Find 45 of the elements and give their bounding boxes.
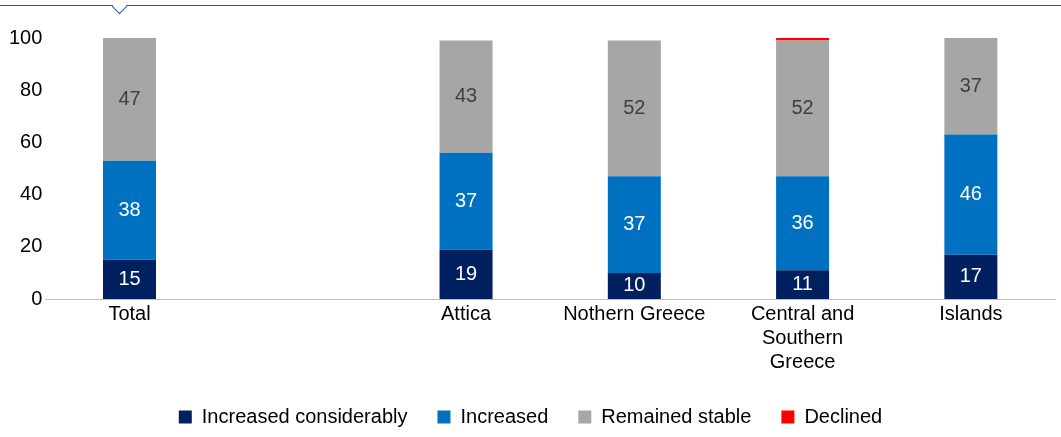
x-tick-label: Islands <box>939 301 1003 324</box>
y-tick-label: 100 <box>8 25 43 48</box>
data-label: 38 <box>118 197 141 220</box>
data-label: 10 <box>623 273 646 296</box>
legend-label: Increased considerably <box>201 404 408 427</box>
data-label: 36 <box>791 210 814 233</box>
bar <box>776 40 830 177</box>
x-tick-label: Total <box>108 301 151 324</box>
y-tick-label: 60 <box>20 129 43 152</box>
data-label: 46 <box>959 182 982 205</box>
data-label: 43 <box>454 84 478 107</box>
y-tick-label: 80 <box>20 77 43 100</box>
data-label: 52 <box>791 95 814 118</box>
legend-label: Increased <box>460 404 549 427</box>
data-label: 19 <box>454 261 478 284</box>
data-label: 37 <box>454 188 478 211</box>
bar <box>944 254 998 299</box>
data-label: 37 <box>959 73 982 96</box>
bar <box>776 270 830 299</box>
bar <box>944 38 998 135</box>
y-tick-label: 40 <box>20 182 43 205</box>
bar <box>103 160 157 260</box>
bar <box>103 38 157 161</box>
y-tick-label: 20 <box>20 234 43 257</box>
legend-label: Declined <box>804 404 883 427</box>
x-tick-label: Nothern Greece <box>563 301 706 324</box>
y-tick-label: 0 <box>31 286 43 309</box>
data-label: 52 <box>623 95 646 118</box>
bar <box>607 40 661 177</box>
bar <box>439 249 493 299</box>
bar <box>776 176 830 271</box>
bar <box>103 259 157 299</box>
data-label: 17 <box>959 264 982 287</box>
bar <box>776 38 830 41</box>
data-label: 11 <box>792 272 813 295</box>
data-label: 47 <box>118 86 141 109</box>
legend-label: Remained stable <box>601 404 752 427</box>
bar <box>607 176 661 273</box>
x-tick-label: Attica <box>441 301 492 324</box>
data-label: 37 <box>623 212 646 235</box>
data-label: 15 <box>118 266 141 289</box>
x-tick-label: Central and Southern Greece <box>750 301 855 372</box>
bar <box>439 152 493 250</box>
bar <box>439 40 493 153</box>
bar <box>944 134 998 255</box>
